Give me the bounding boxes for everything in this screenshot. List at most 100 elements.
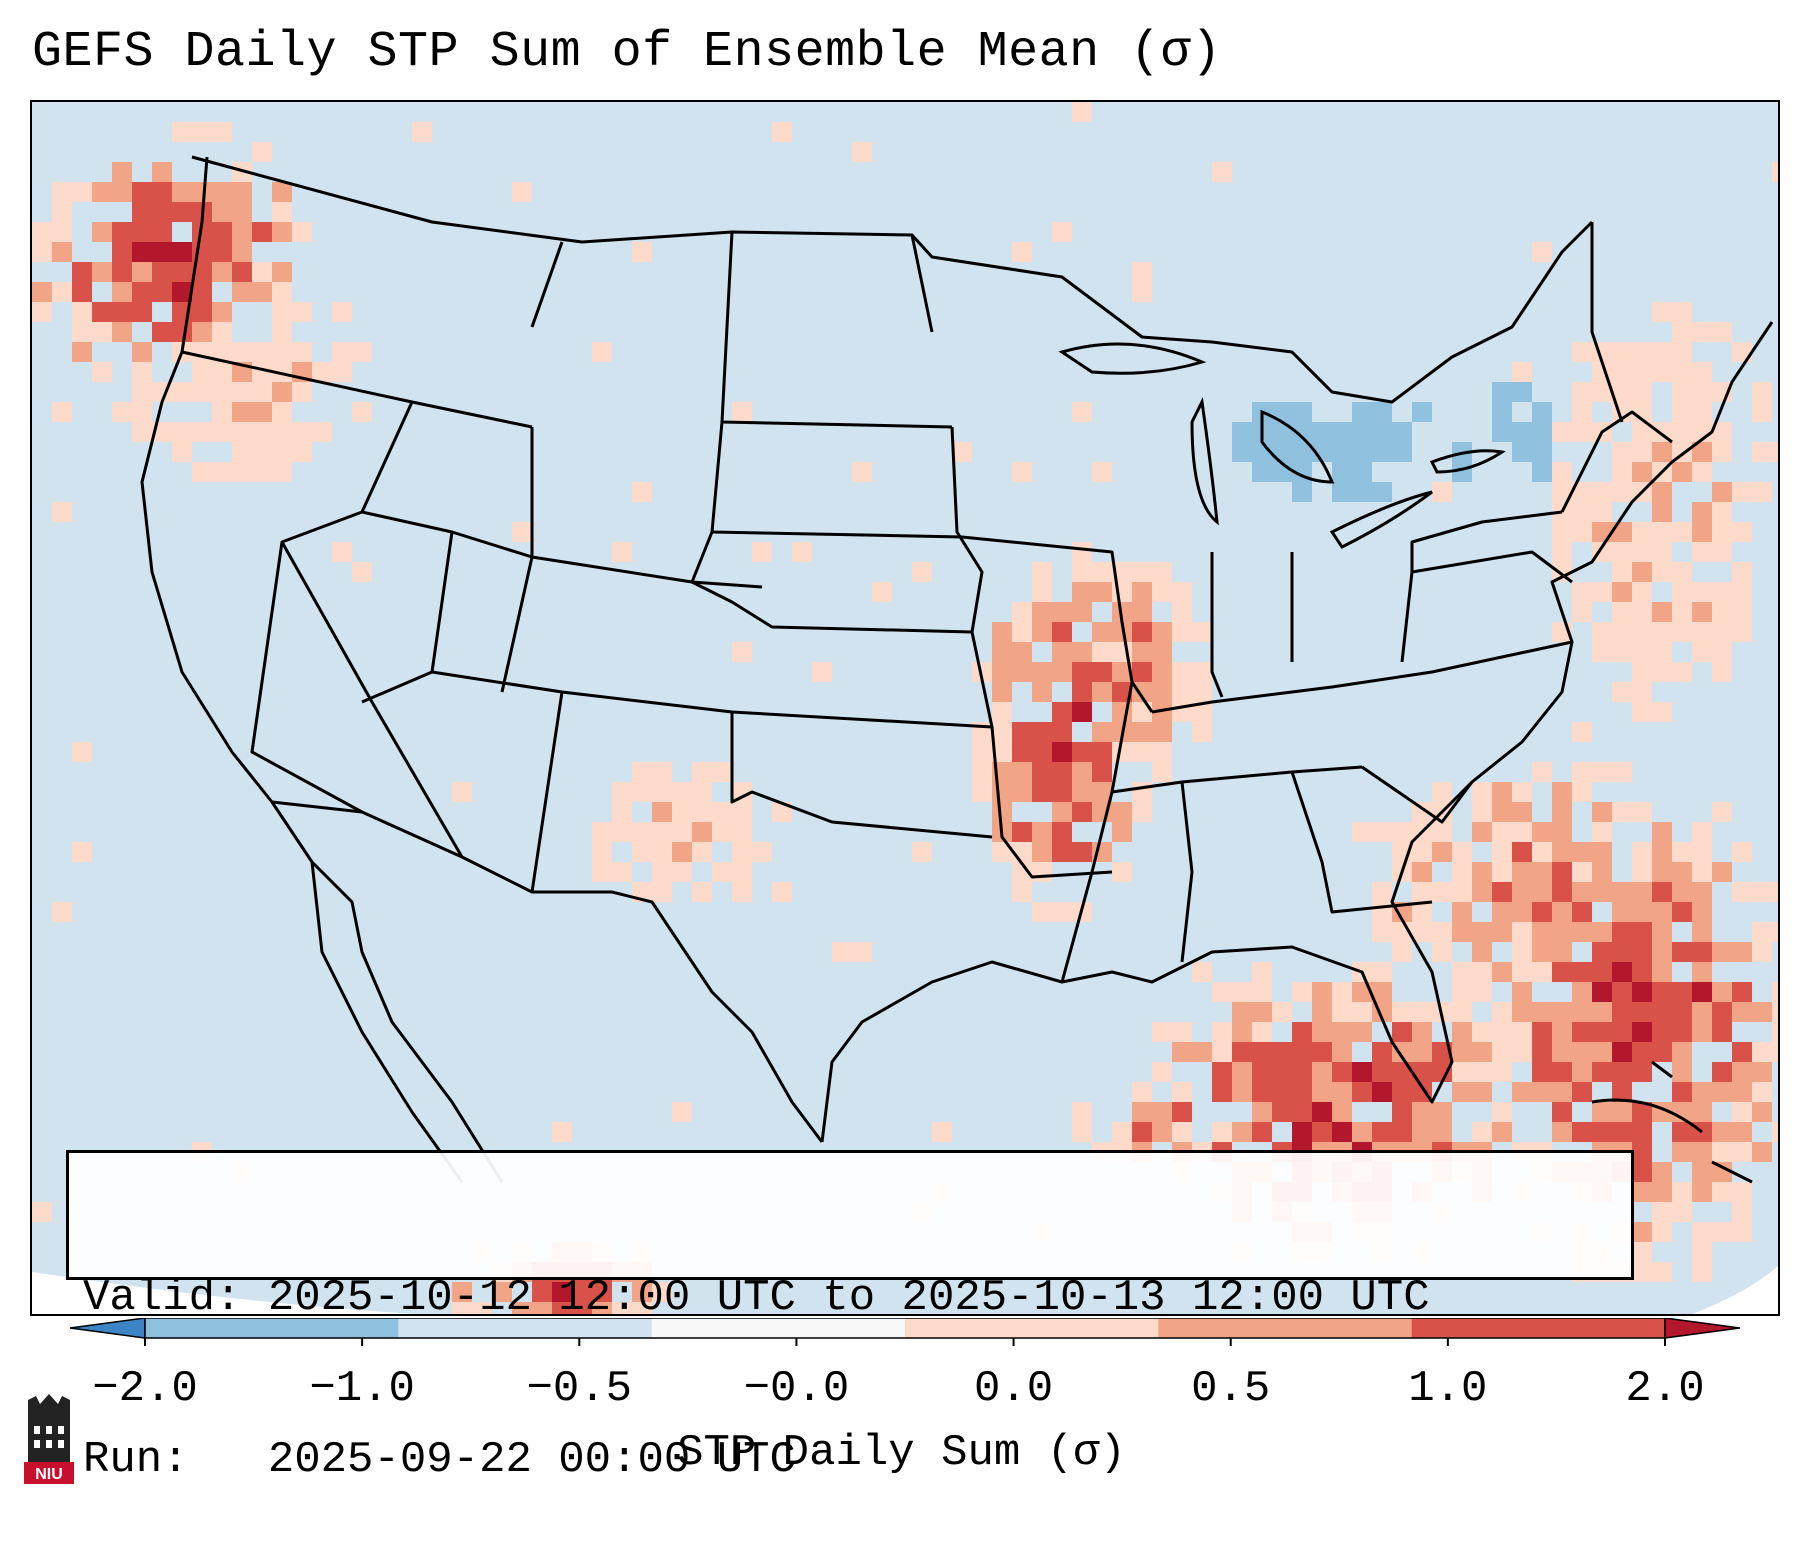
anomaly-cell	[1672, 562, 1692, 582]
anomaly-cell	[1452, 1062, 1472, 1082]
anomaly-cell	[1652, 522, 1672, 542]
anomaly-cell	[32, 1202, 52, 1222]
anomaly-cell	[1012, 882, 1032, 902]
map-panel	[30, 100, 1780, 1316]
anomaly-cell	[1592, 502, 1612, 522]
anomaly-cell	[1132, 582, 1152, 602]
anomaly-cell	[1512, 362, 1532, 382]
anomaly-cell	[212, 222, 232, 242]
anomaly-cell	[1652, 362, 1672, 382]
anomaly-cell	[1732, 1222, 1752, 1242]
anomaly-cell	[1752, 922, 1772, 942]
anomaly-cell	[1252, 1062, 1272, 1082]
anomaly-cell	[212, 302, 232, 322]
lake-superior	[1058, 342, 1207, 375]
anomaly-cell	[1732, 1082, 1752, 1102]
anomaly-cell	[1772, 162, 1778, 182]
anomaly-cell	[1132, 282, 1152, 302]
anomaly-cell	[1692, 602, 1712, 622]
anomaly-cell	[652, 802, 672, 822]
anomaly-cell	[1432, 1042, 1452, 1062]
anomaly-cell	[92, 362, 112, 382]
anomaly-cell	[992, 682, 1012, 702]
anomaly-cell	[172, 422, 192, 442]
anomaly-cell	[1572, 902, 1592, 922]
anomaly-cell	[1612, 482, 1632, 502]
anomaly-cell	[1692, 542, 1712, 562]
anomaly-cell	[252, 382, 272, 402]
anomaly-cell	[1032, 682, 1052, 702]
anomaly-cell	[1632, 1022, 1652, 1042]
anomaly-cell	[1472, 982, 1492, 1002]
anomaly-cell	[1252, 1042, 1272, 1062]
anomaly-cell	[732, 782, 752, 802]
anomaly-cell	[1672, 1022, 1692, 1042]
anomaly-cell	[652, 762, 672, 782]
anomaly-cell	[1172, 1102, 1192, 1122]
anomaly-cell	[1272, 422, 1292, 442]
anomaly-cell	[992, 622, 1012, 642]
anomaly-cell	[1032, 782, 1052, 802]
anomaly-cell	[992, 642, 1012, 662]
anomaly-cell	[1532, 882, 1552, 902]
anomaly-cell	[1232, 1082, 1252, 1102]
anomaly-cell	[1712, 522, 1732, 542]
anomaly-cell	[1632, 462, 1652, 482]
colorbar-label: STP Daily Sum (σ)	[677, 1428, 1126, 1478]
anomaly-cell	[1332, 482, 1352, 502]
anomaly-cell	[1712, 1022, 1732, 1042]
anomaly-cell	[1632, 622, 1652, 642]
anomaly-cell	[1072, 662, 1092, 682]
anomaly-cell	[872, 582, 892, 602]
anomaly-cell	[1712, 1162, 1732, 1182]
anomaly-cell	[452, 1282, 472, 1302]
anomaly-cell	[232, 262, 252, 282]
anomaly-cell	[52, 202, 72, 222]
anomaly-cell	[252, 342, 272, 362]
anomaly-cell	[1412, 1122, 1432, 1142]
anomaly-cell	[212, 342, 232, 362]
anomaly-cell	[592, 1302, 612, 1314]
anomaly-cell	[1332, 1042, 1352, 1062]
anomaly-cell	[1652, 642, 1672, 662]
anomaly-cell	[1532, 902, 1552, 922]
anomaly-cell	[232, 342, 252, 362]
anomaly-cell	[1552, 802, 1572, 822]
anomaly-cell	[1632, 442, 1652, 462]
anomaly-cell	[1492, 422, 1512, 442]
anomaly-cell	[1692, 1102, 1712, 1122]
anomaly-cell	[1592, 862, 1612, 882]
anomaly-cell	[1332, 462, 1352, 482]
anomaly-cell	[1012, 742, 1032, 762]
anomaly-cell	[732, 642, 752, 662]
anomaly-cell	[132, 242, 152, 262]
anomaly-cell	[612, 1302, 632, 1314]
anomaly-cell	[92, 322, 112, 342]
anomaly-cell	[1072, 1102, 1092, 1122]
anomaly-cell	[1732, 1002, 1752, 1022]
anomaly-cell	[1072, 782, 1092, 802]
anomaly-cell	[772, 882, 792, 902]
anomaly-cell	[1672, 662, 1692, 682]
anomaly-cell	[1672, 342, 1692, 362]
anomaly-cell	[812, 662, 832, 682]
anomaly-cell	[632, 1302, 652, 1314]
anomaly-cell	[1232, 982, 1252, 1002]
anomaly-cell	[152, 202, 172, 222]
anomaly-cell	[1592, 1002, 1612, 1022]
anomaly-cell	[1492, 822, 1512, 842]
anomaly-cell	[1272, 1062, 1292, 1082]
anomaly-cell	[1552, 1122, 1572, 1142]
anomaly-cell	[1132, 1122, 1152, 1142]
anomaly-cell	[1332, 1062, 1352, 1082]
anomaly-cell	[1652, 982, 1672, 1002]
anomaly-cell	[1632, 962, 1652, 982]
anomaly-cell	[592, 342, 612, 362]
anomaly-cell	[1752, 1082, 1772, 1102]
anomaly-cell	[1272, 402, 1292, 422]
anomaly-cell	[1492, 402, 1512, 422]
anomaly-cell	[1772, 882, 1778, 902]
anomaly-cell	[1592, 982, 1612, 1002]
anomaly-cell	[1132, 1082, 1152, 1102]
anomaly-cell	[212, 402, 232, 422]
